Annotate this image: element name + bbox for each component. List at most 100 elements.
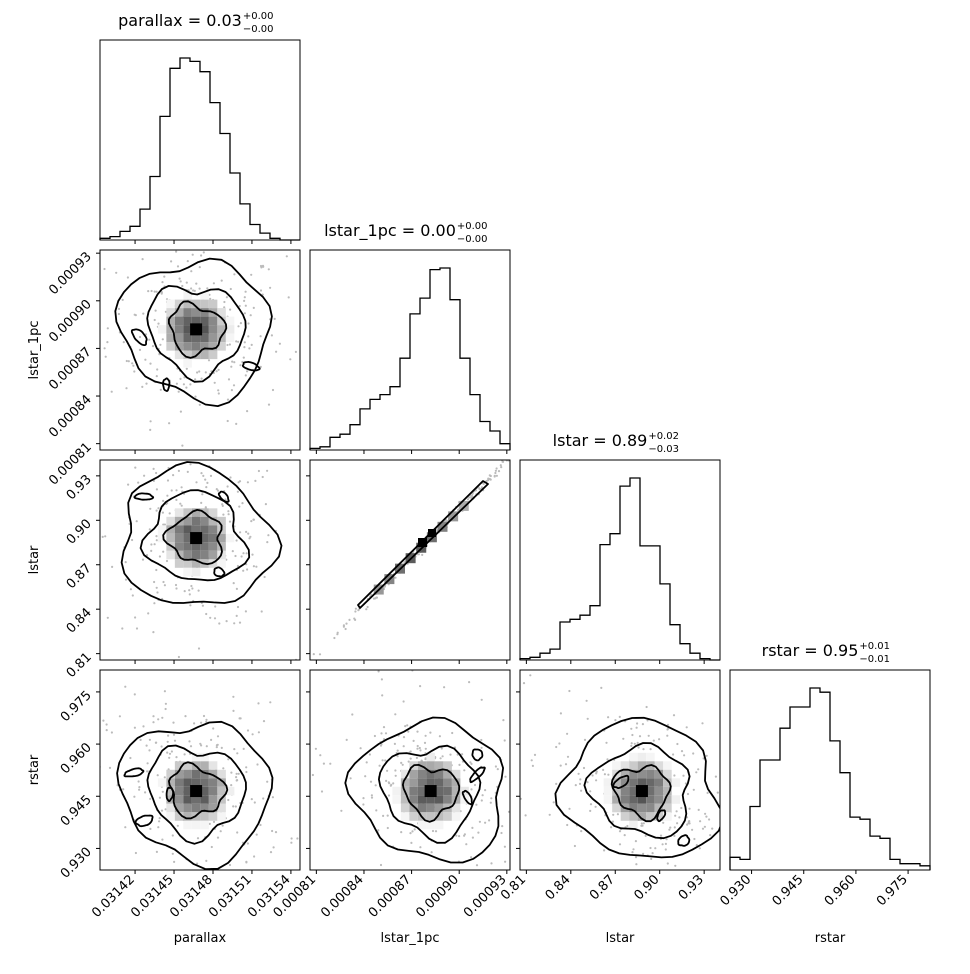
scatter-point — [174, 583, 178, 587]
scatter-point — [644, 834, 647, 838]
contour-line — [116, 720, 274, 870]
scatter-point — [386, 814, 389, 817]
density-bin — [157, 533, 167, 543]
scatter-point — [555, 745, 558, 749]
scatter-point — [262, 797, 265, 800]
scatter-point — [471, 492, 474, 495]
scatter-point — [221, 504, 224, 507]
contour-line — [162, 509, 223, 565]
scatter-point — [249, 535, 252, 538]
scatter-point — [488, 819, 491, 822]
scatter-point — [124, 561, 127, 564]
scatter-point — [704, 812, 707, 815]
density-bin — [208, 761, 218, 770]
scatter-point — [706, 791, 709, 795]
scatter-point — [711, 827, 714, 830]
density-bin — [443, 786, 452, 796]
contour-line — [402, 764, 461, 823]
scatter-point — [127, 360, 130, 363]
scatter-point — [439, 757, 442, 760]
panel-frame-3-1 — [309, 669, 511, 871]
scatter-point — [215, 746, 218, 749]
density-bin — [409, 803, 418, 813]
scatter-point — [163, 776, 166, 779]
scatter-point — [438, 735, 441, 738]
scatter-point — [149, 428, 152, 431]
scatter-point — [271, 829, 274, 833]
scatter-point — [207, 431, 209, 433]
density-bin — [208, 316, 218, 326]
scatter-point — [451, 731, 454, 735]
scatter-point — [198, 266, 201, 269]
scatter-point — [179, 237, 181, 239]
scatter-point — [650, 857, 653, 861]
scatter-point — [368, 753, 371, 756]
y-axis-label-rstar: rstar — [27, 754, 42, 785]
density-bin — [174, 350, 184, 360]
density-bin — [451, 812, 461, 821]
scatter-point — [235, 340, 238, 343]
scatter-point — [212, 727, 215, 730]
scatter-point — [222, 767, 225, 770]
scatter-point — [271, 388, 275, 392]
scatter-point — [148, 528, 151, 531]
density-bin — [225, 316, 235, 326]
scatter-point — [725, 816, 727, 818]
density-bin — [183, 508, 192, 517]
scatter-point — [223, 300, 226, 304]
scatter-point — [666, 734, 669, 737]
scatter-point — [278, 342, 281, 345]
scatter-point — [431, 829, 435, 833]
x-tick-label-rstar: 0.960 — [822, 872, 859, 909]
scatter-point — [480, 698, 483, 701]
x-tick-label-lstar: 0.90 — [631, 872, 662, 903]
density-bin — [166, 550, 175, 560]
density-bin — [191, 525, 201, 534]
density-bin — [451, 778, 461, 787]
scatter-point — [237, 481, 240, 484]
scatter-point — [504, 775, 507, 778]
scatter-point — [106, 341, 109, 344]
scatter-point — [185, 367, 188, 370]
scatter-point — [760, 849, 762, 851]
density-bin — [166, 516, 175, 526]
scatter-point — [179, 502, 182, 505]
scatter-point — [515, 785, 517, 787]
density-bin — [620, 812, 630, 821]
density-bin — [174, 325, 184, 334]
density-bin — [400, 812, 410, 821]
density-bin — [208, 795, 218, 804]
density-bin — [191, 508, 201, 517]
scatter-point — [181, 444, 184, 447]
density-bin — [183, 525, 192, 534]
scatter-point — [230, 389, 233, 392]
scatter-point — [595, 772, 598, 775]
scatter-point — [419, 685, 422, 688]
scatter-point — [164, 808, 167, 811]
scatter-point — [215, 370, 218, 373]
contour-line — [134, 814, 154, 828]
scatter-point — [349, 777, 352, 780]
scatter-point — [171, 852, 174, 855]
scatter-point — [611, 820, 615, 823]
scatter-point — [237, 325, 240, 328]
scatter-point — [475, 803, 478, 806]
scatter-point — [471, 836, 474, 839]
scatter-point — [635, 726, 638, 729]
contour-line — [120, 461, 283, 604]
density-bin — [200, 812, 209, 821]
scatter-point — [392, 782, 395, 785]
density-bin — [434, 761, 444, 770]
density-bin — [409, 812, 418, 821]
scatter-point — [227, 798, 230, 802]
density-bin — [183, 308, 192, 317]
scatter-point — [147, 290, 150, 293]
density-bin — [654, 778, 664, 787]
scatter-point — [695, 771, 698, 774]
scatter-point — [134, 616, 137, 619]
density-bin — [200, 803, 209, 813]
density-bin — [620, 769, 630, 779]
scatter-point — [155, 471, 158, 475]
contour-line — [612, 774, 630, 789]
scatter-point — [226, 419, 229, 423]
